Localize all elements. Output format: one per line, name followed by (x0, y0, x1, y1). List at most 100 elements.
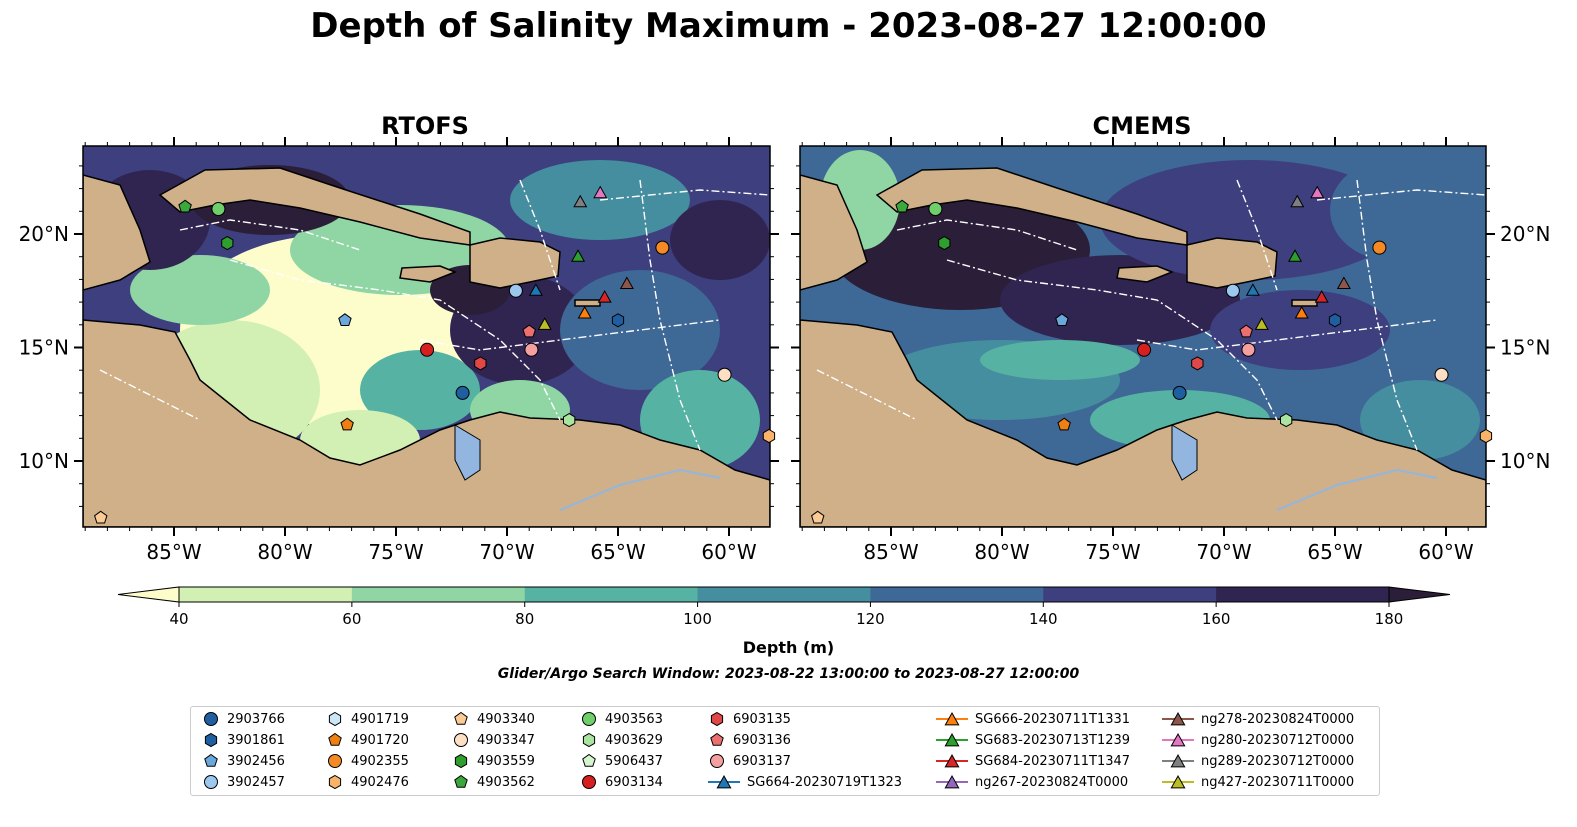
colorbar-tick-label: 120 (856, 610, 885, 628)
observation-marker (522, 324, 536, 338)
legend-marker (454, 753, 468, 769)
legend-marker (944, 711, 960, 726)
legend-entry: ng427-20230711T0000 (1161, 772, 1354, 792)
legend-label: 4903629 (605, 732, 663, 748)
observation-marker (811, 510, 825, 524)
legend-symbol (936, 774, 968, 789)
lat-tick-label: 20°N (1500, 222, 1550, 246)
legend-entry: 3901861 (201, 730, 285, 750)
legend-entry: 6903137 (707, 751, 791, 771)
observation-marker (1137, 342, 1152, 357)
legend-entry: 4903559 (451, 751, 535, 771)
lon-tick-label: 85°W (863, 540, 918, 564)
lon-tick-label: 75°W (1085, 540, 1140, 564)
observation-marker (577, 305, 592, 319)
legend-marker (1170, 774, 1186, 789)
lon-tick-label: 65°W (590, 540, 645, 564)
observation-marker (1239, 324, 1253, 338)
cmems-map[interactable]: 85°W 80°W 75°W 70°W 65°W 60°W 20°N 15°N 10°N (791, 137, 1550, 564)
lon-tick-label: 60°W (701, 540, 756, 564)
legend-marker (710, 711, 724, 727)
legend-entry: SG683-20230713T1239 (935, 730, 1130, 750)
legend-marker (1170, 732, 1186, 747)
legend-label: ng280-20230712T0000 (1201, 732, 1355, 748)
observation-marker (1314, 290, 1329, 303)
legend-symbol (582, 775, 596, 789)
legend-entry: 5906437 (579, 751, 663, 771)
colorbar-bin (697, 587, 871, 602)
rtofs-observation-markers (94, 185, 776, 524)
legend-label: 4901719 (351, 711, 409, 727)
legend-label: ng267-20230824T0000 (975, 774, 1129, 790)
legend-symbol (204, 732, 218, 748)
legend-symbol (454, 733, 468, 747)
legend-label: SG664-20230719T1323 (747, 774, 903, 790)
colorbar-bin (870, 587, 1044, 602)
legend-marker (1170, 753, 1186, 768)
legend-entry: 4903629 (579, 730, 663, 750)
observation-marker (1372, 240, 1387, 255)
observation-marker (1191, 356, 1204, 371)
observation-marker (340, 417, 354, 431)
legend-symbol (454, 774, 468, 788)
observation-marker (1241, 342, 1256, 357)
legend-entry: 3902456 (201, 751, 285, 771)
legend-symbol (328, 754, 342, 768)
legend-marker (204, 775, 218, 789)
legend-marker (710, 754, 724, 768)
colorbar-tick-label: 60 (342, 610, 361, 628)
legend-marker (328, 754, 342, 768)
observation-marker (524, 342, 539, 357)
legend-symbol (708, 774, 740, 789)
lon-tick-label: 80°W (257, 540, 312, 564)
legend-symbol (710, 754, 724, 768)
legend-marker (204, 732, 218, 748)
legend-label: 4902476 (351, 774, 409, 790)
legend-entry: SG684-20230711T1347 (935, 751, 1130, 771)
observation-marker (1245, 283, 1260, 296)
legend-symbol (1162, 711, 1194, 726)
observation-marker (474, 356, 487, 371)
cmems-lake (1171, 424, 1198, 481)
cmems-eez-boundaries (816, 179, 1486, 451)
colorbar-extend-low (117, 586, 180, 603)
rtofs-map[interactable]: 85°W 80°W 75°W 70°W 65°W 60°W 20°N 15°N 10°N (19, 137, 779, 564)
legend-symbol (328, 774, 342, 790)
rtofs-axis-ticks: 85°W 80°W 75°W 70°W 65°W 60°W 20°N 15°N 10°N (19, 137, 779, 564)
legend-label: SG684-20230711T1347 (975, 753, 1131, 769)
legend-symbol (328, 711, 342, 727)
legend-entry: 4903347 (451, 730, 535, 750)
colorbar-tick-label: 100 (683, 610, 712, 628)
legend-entry: 4902355 (325, 751, 409, 771)
legend-marker (582, 732, 596, 748)
legend-label: 5906437 (605, 753, 663, 769)
legend-symbol (454, 711, 468, 725)
lon-tick-label: 70°W (1196, 540, 1251, 564)
observation-marker (1336, 276, 1351, 289)
observation-marker (1225, 283, 1240, 298)
lat-tick-label: 10°N (1500, 449, 1550, 473)
colorbar-outline (178, 586, 1390, 603)
legend-marker (454, 774, 468, 788)
legend-label: SG666-20230711T1331 (975, 711, 1131, 727)
observation-marker (537, 317, 552, 330)
colorbar-extend-high (1388, 586, 1451, 603)
legend-entry: ng289-20230712T0000 (1161, 751, 1354, 771)
legend-label: 6903137 (733, 753, 791, 769)
legend-marker (328, 711, 342, 727)
observation-marker (1288, 249, 1303, 262)
legend-symbol (204, 753, 218, 767)
legend-marker (328, 732, 342, 746)
legend-entry: 4903563 (579, 709, 663, 729)
observation-marker (717, 367, 732, 382)
colorbar-tick-label: 140 (1029, 610, 1058, 628)
observation-marker (1290, 194, 1305, 208)
legend-label: 6903136 (733, 732, 791, 748)
legend-label: 4903562 (477, 774, 535, 790)
observation-marker (528, 283, 543, 296)
legend-label: 4902355 (351, 753, 409, 769)
legend-label: ng427-20230711T0000 (1201, 774, 1355, 790)
legend-marker (716, 774, 732, 789)
legend-entry: 4902476 (325, 772, 409, 792)
